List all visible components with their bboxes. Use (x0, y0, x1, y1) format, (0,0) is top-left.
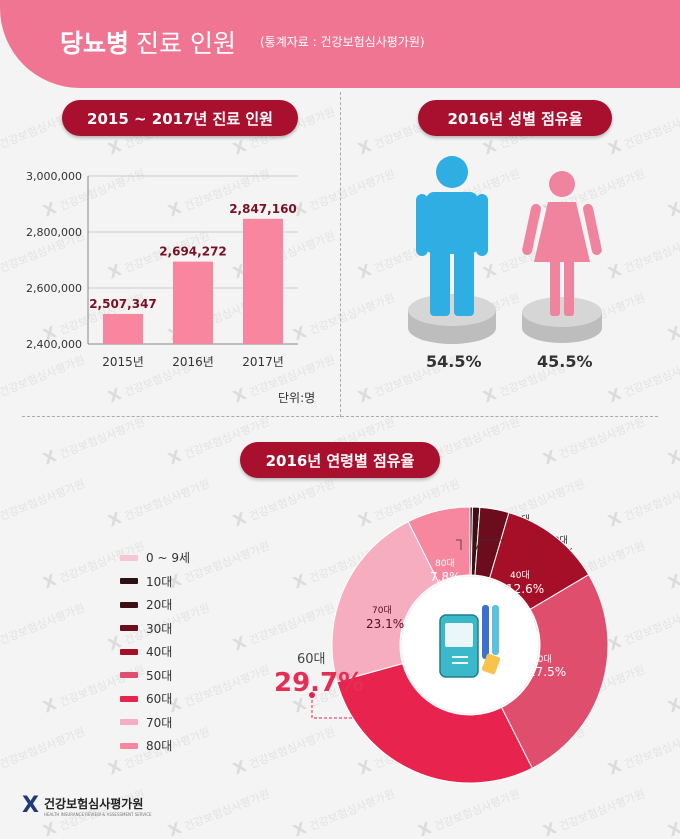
legend-swatch (120, 695, 138, 702)
watermark-tile: X건강보험심사평가원 (540, 415, 647, 469)
hira-logo-icon: X (22, 793, 39, 818)
watermark-tile: X건강보험심사평가원 (415, 787, 522, 839)
male-percent: 54.5% (426, 352, 482, 371)
age-legend: 0 ~ 9세 10대 20대 30대 40대 50대 60대 70대 80대 (120, 546, 190, 758)
highlight-label: 60대 (297, 652, 326, 667)
legend-item: 20대 (120, 593, 190, 617)
footer-logo: X 건강보험심사평가원 HEALTH INSURANCE REVIEW & AS… (22, 793, 152, 818)
watermark-tile: X건강보험심사평가원 (605, 353, 680, 407)
logo-name: 건강보험심사평가원 (44, 797, 144, 811)
leader-line (475, 539, 504, 551)
legend-swatch (120, 625, 138, 632)
slice-value-label: 12.6% (506, 582, 544, 596)
bar-value-label: 2,847,160 (229, 202, 297, 216)
legend-swatch (120, 601, 138, 608)
watermark-tile: X건강보험심사평가원 (665, 198, 680, 221)
male-pedestal (408, 294, 496, 344)
source-note: (통계자료 : 건강보험심사평가원) (260, 35, 425, 49)
glucose-meter-icon (439, 605, 501, 678)
legend-label: 30대 (146, 621, 173, 636)
female-icon (522, 171, 602, 316)
bar-value-label: 2,694,272 (159, 245, 227, 259)
leader-line (456, 539, 462, 550)
slice-name-label: 80대 (435, 558, 455, 569)
age-donut-chart: 10대0.3%20대0.9%30대3.6%40대12.6%50대27.5%70대… (309, 506, 609, 784)
x-tick-label: 2015년 (102, 355, 144, 369)
bar (103, 313, 143, 344)
vertical-divider (340, 92, 341, 417)
legend-item: 70대 (120, 711, 190, 735)
watermark-tile: X건강보험심사평가원 (665, 446, 680, 469)
age-section-title: 2016년 연령별 점유율 (240, 442, 440, 478)
legend-item: 10대 (120, 570, 190, 594)
legend-item: 30대 (120, 617, 190, 641)
slice-name-label: 40대 (510, 570, 530, 581)
donut-slice (331, 520, 440, 683)
watermark-tile: X건강보험심사평가원 (165, 787, 272, 839)
legend-item: 0 ~ 9세 (120, 546, 190, 570)
gender-section-title: 2016년 성별 점유율 (418, 100, 612, 136)
bar (243, 218, 283, 344)
title-rest: 진료 인원 (136, 29, 236, 58)
logo-subtitle: HEALTH INSURANCE REVIEW & ASSESSMENT SER… (44, 812, 152, 817)
legend-label: 20대 (146, 598, 173, 613)
unit-label: 단위:명 (278, 391, 316, 405)
watermark-tile: X건강보험심사평가원 (540, 787, 647, 839)
watermark-tile: X건강보험심사평가원 (665, 818, 680, 839)
y-tick-label: 2,600,000 (26, 282, 82, 295)
trend-section-title: 2015 ~ 2017년 진료 인원 (62, 100, 298, 136)
title-bold: 당뇨병 (60, 29, 130, 58)
legend-label: 80대 (146, 739, 173, 754)
legend-item: 60대 (120, 687, 190, 711)
watermark-tile: X건강보험심사평가원 (665, 322, 680, 345)
watermark-tile: X건강보험심사평가원 (0, 477, 87, 524)
x-tick-label: 2017년 (242, 355, 284, 369)
legend-swatch (120, 719, 138, 726)
bar-value-label: 2,507,347 (89, 297, 157, 311)
bar (173, 261, 213, 344)
legend-label: 0 ~ 9세 (146, 551, 190, 566)
legend-swatch (120, 554, 138, 561)
legend-label: 70대 (146, 715, 173, 730)
leader-line (311, 695, 392, 719)
legend-item: 50대 (120, 664, 190, 688)
legend-label: 40대 (146, 645, 173, 660)
slice-name-label: 50대 (532, 654, 552, 665)
y-tick-label: 2,400,000 (26, 338, 82, 351)
watermark-tile: X건강보험심사평가원 (290, 787, 397, 839)
legend-label: 50대 (146, 668, 173, 683)
watermark-tile: X건강보험심사평가원 (0, 601, 87, 648)
legend-item: 80대 (120, 734, 190, 758)
male-icon (416, 156, 488, 316)
bar-chart: 2,400,000 2,600,000 2,800,000 3,000,000 2,50… (26, 170, 298, 369)
horizontal-divider (22, 416, 658, 417)
leader-dot (309, 692, 315, 698)
legend-item: 40대 (120, 640, 190, 664)
legend-swatch (120, 578, 138, 585)
header-banner: 당뇨병 진료 인원 (통계자료 : 건강보험심사평가원) (0, 0, 680, 88)
donut-slice (407, 506, 471, 584)
slice-value-label: 23.1% (366, 617, 404, 631)
legend-swatch (120, 648, 138, 655)
watermark-tile: X건강보험심사평가원 (40, 415, 147, 469)
legend-label: 60대 (146, 692, 173, 707)
legend-swatch (120, 672, 138, 679)
highlight-percent: 29.7% (274, 668, 365, 698)
watermark-tile: X건강보험심사평가원 (105, 477, 212, 531)
donut-slice (500, 574, 609, 769)
slice-value-label: 27.5% (528, 665, 566, 679)
legend-label: 10대 (146, 574, 173, 589)
y-tick-label: 3,000,000 (26, 170, 82, 183)
y-tick-label: 2,800,000 (26, 226, 82, 239)
donut-slice (336, 663, 533, 784)
legend-swatch (120, 742, 138, 749)
female-percent: 45.5% (537, 352, 593, 371)
watermark-tile: X건강보험심사평가원 (0, 725, 87, 772)
gender-figures (408, 156, 602, 344)
female-pedestal (522, 297, 602, 343)
slice-name-label: 70대 (372, 605, 392, 616)
x-tick-label: 2016년 (172, 355, 214, 369)
